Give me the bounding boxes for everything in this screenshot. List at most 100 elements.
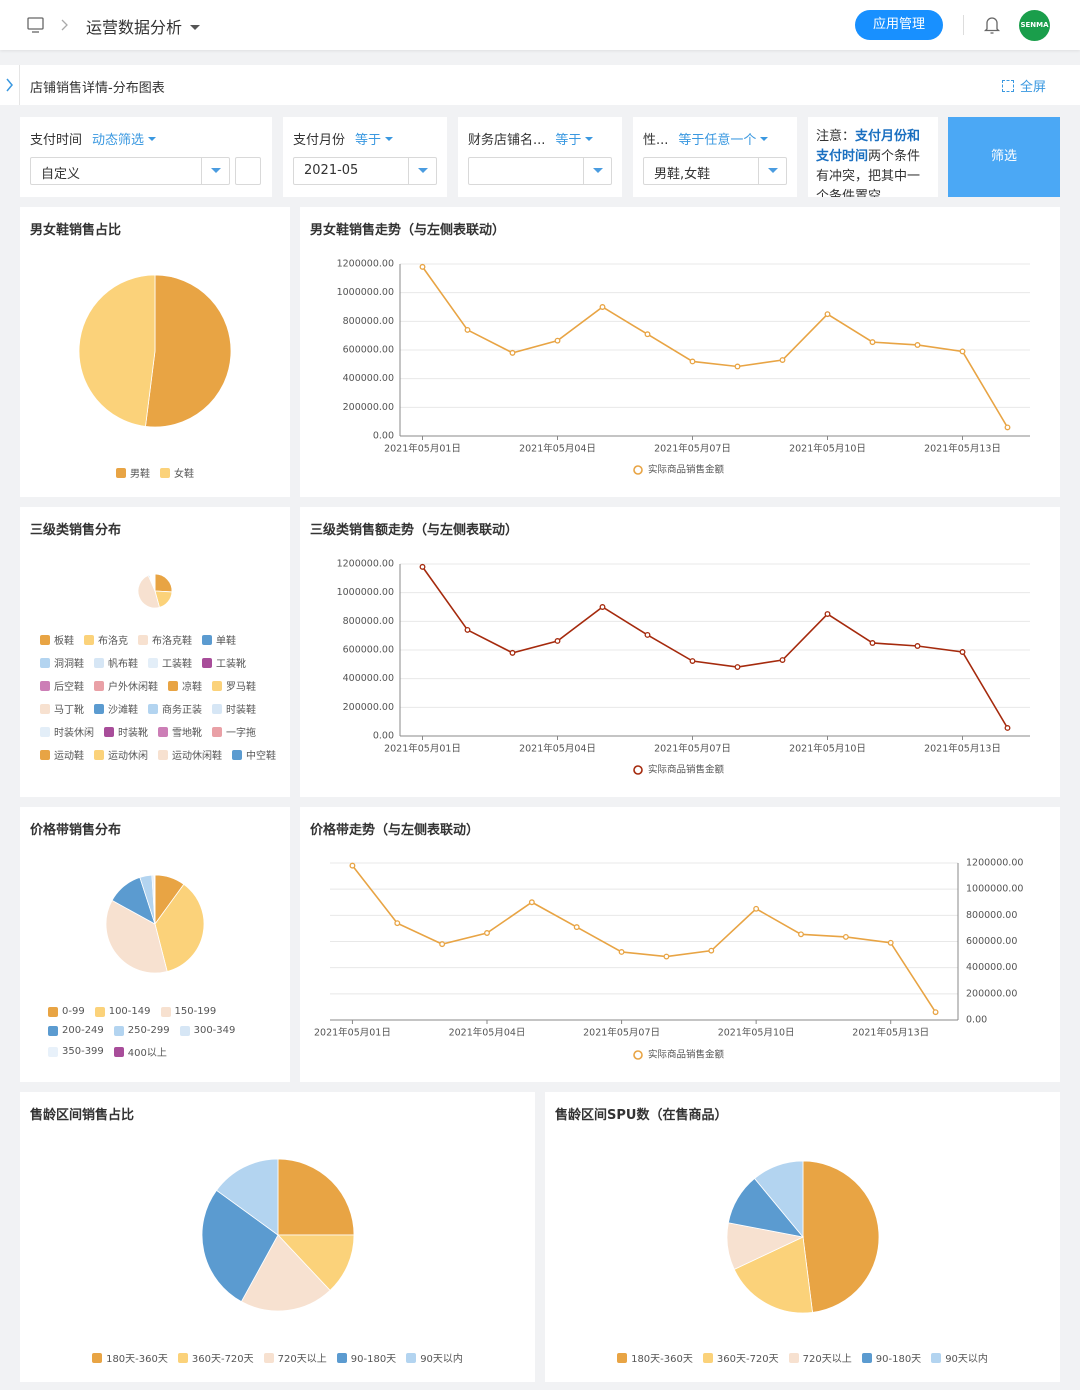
legend-label: 沙滩鞋 — [108, 705, 138, 716]
top-bar: 运营数据分析 应用管理 SENMA — [0, 0, 1080, 50]
y-tick-label: 1200000.00 — [337, 559, 394, 570]
data-point — [932, 1009, 939, 1016]
legend-swatch — [94, 749, 104, 760]
legend-label: 商务正装 — [162, 705, 202, 716]
filter-select[interactable]: 男鞋,女鞋 — [643, 157, 787, 185]
data-point — [419, 263, 426, 270]
legend-item: 180天-360天 — [92, 1350, 168, 1365]
legend-label: 运动休闲鞋 — [172, 751, 222, 762]
legend-item: 360天-720天 — [702, 1350, 779, 1365]
filter-operator[interactable]: 等于 — [555, 133, 593, 148]
legend-item: 运动鞋 — [40, 747, 84, 762]
legend-label: 凉鞋 — [182, 682, 202, 693]
filter-name: 支付月份 — [293, 133, 346, 148]
toolbar: 店铺销售详情-分布图表 全屏 — [0, 65, 1080, 105]
y-tick-label: 800000.00 — [343, 616, 394, 627]
legend-swatch — [212, 703, 222, 714]
chart-card: 男女鞋销售占比 男鞋 女鞋 — [20, 207, 290, 497]
legend-label: 720天以上 — [277, 1354, 327, 1365]
x-tick-label: 2021年05月13日 — [924, 443, 1001, 455]
breadcrumb-arrow — [61, 19, 68, 31]
x-tick-label: 2021年05月10日 — [789, 743, 866, 755]
data-point — [554, 337, 561, 344]
filter-operator[interactable]: 等于 — [355, 133, 393, 148]
legend-marker — [633, 765, 643, 775]
chart-card: 三级类销售额走势（与左侧表联动） 0.00 200000.00 400000.00 60… — [300, 507, 1060, 797]
x-tick-label: 2021年05月07日 — [583, 1027, 660, 1039]
legend-item: 雪地靴 — [158, 724, 202, 739]
x-tick-label: 2021年05月10日 — [789, 443, 866, 455]
legend: 男鞋 女鞋 — [20, 465, 290, 480]
y-tick-label: 1000000.00 — [337, 587, 394, 598]
legend-item: 720天以上 — [788, 1350, 852, 1365]
chart-title: 售龄区间SPU数（在售商品） — [555, 1108, 728, 1123]
notice-highlight: 支付月份和支付时间 — [816, 129, 921, 164]
filter-input[interactable] — [235, 157, 261, 185]
legend-item: 时装靴 — [104, 724, 148, 739]
legend-label: 布洛克鞋 — [152, 636, 192, 647]
sidebar-toggle[interactable] — [0, 65, 20, 105]
x-tick-label: 2021年05月07日 — [654, 743, 731, 755]
legend-label: 90天以内 — [945, 1354, 988, 1365]
legend-label: 运动鞋 — [54, 751, 84, 762]
data-point — [779, 657, 786, 663]
y-tick-label: 200000.00 — [966, 988, 1017, 999]
data-point — [644, 631, 651, 638]
page-title[interactable]: 运营数据分析 — [86, 14, 201, 38]
filter-label: 支付时间 动态筛选 — [30, 129, 156, 148]
fullscreen-button[interactable]: 全屏 — [1002, 76, 1046, 95]
filter-box: 性... 等于任意一个 男鞋,女鞋 — [633, 117, 797, 197]
data-point — [554, 638, 561, 644]
data-point — [689, 658, 696, 664]
chart-title: 男女鞋销售走势（与左侧表联动） — [310, 223, 506, 238]
pie-slice — [277, 1234, 355, 1291]
filter-select[interactable] — [468, 157, 612, 185]
filter-button[interactable]: 筛选 — [948, 117, 1060, 197]
series-line — [421, 266, 1009, 428]
bell-icon[interactable] — [983, 15, 1001, 35]
filter-select[interactable]: 自定义 — [30, 157, 230, 185]
legend-swatch — [94, 703, 104, 714]
legend-item: 商务正装 — [148, 701, 202, 716]
filter-name: 性... — [643, 133, 669, 148]
legend-label: 实际商品销售金额 — [648, 764, 725, 776]
legend-label: 90-180天 — [875, 1354, 922, 1365]
legend-label: 雪地靴 — [172, 728, 202, 739]
legend-item: 后空鞋 — [40, 678, 84, 693]
app-manage-button[interactable]: 应用管理 — [855, 10, 943, 40]
legend-label: 90天以内 — [420, 1354, 463, 1365]
legend-label: 女鞋 — [174, 469, 194, 480]
pie-slice — [154, 883, 205, 972]
y-tick-label: 600000.00 — [966, 936, 1017, 947]
legend-item: 360天-720天 — [177, 1350, 254, 1365]
avatar[interactable]: SENMA — [1019, 10, 1050, 41]
legend-swatch — [931, 1352, 942, 1363]
pie-slice — [753, 1160, 804, 1239]
filter-box: 支付时间 动态筛选 自定义 — [20, 117, 272, 197]
legend-label: 帆布鞋 — [108, 659, 138, 670]
page-title-text: 运营数据分析 — [86, 18, 183, 37]
filter-operator[interactable]: 等于任意一个 — [678, 133, 768, 148]
data-point — [599, 304, 606, 310]
legend-label: 工装靴 — [216, 659, 246, 670]
data-point — [869, 339, 876, 346]
chart — [78, 274, 232, 428]
legend-item: 时装休闲 — [40, 724, 94, 739]
data-point — [824, 611, 831, 617]
filter-select[interactable]: 2021-05 — [293, 157, 437, 185]
x-tick-label: 2021年05月01日 — [384, 743, 461, 755]
legend-swatch — [148, 703, 158, 714]
legend-swatch — [116, 467, 126, 478]
divider — [963, 15, 964, 35]
y-tick-label: 1000000.00 — [337, 287, 394, 298]
pie-slice — [201, 1189, 279, 1303]
data-point — [734, 664, 741, 671]
filter-label: 财务店铺名... 等于 — [468, 129, 593, 148]
legend-item: 250-299 — [113, 1025, 170, 1036]
filter-operator[interactable]: 动态筛选 — [92, 133, 156, 148]
legend-label: 单鞋 — [216, 636, 236, 647]
legend-item: 一字拖 — [212, 724, 256, 739]
monitor-icon[interactable] — [26, 16, 46, 34]
data-point — [528, 899, 535, 906]
legend-item: 中空鞋 — [232, 747, 276, 762]
